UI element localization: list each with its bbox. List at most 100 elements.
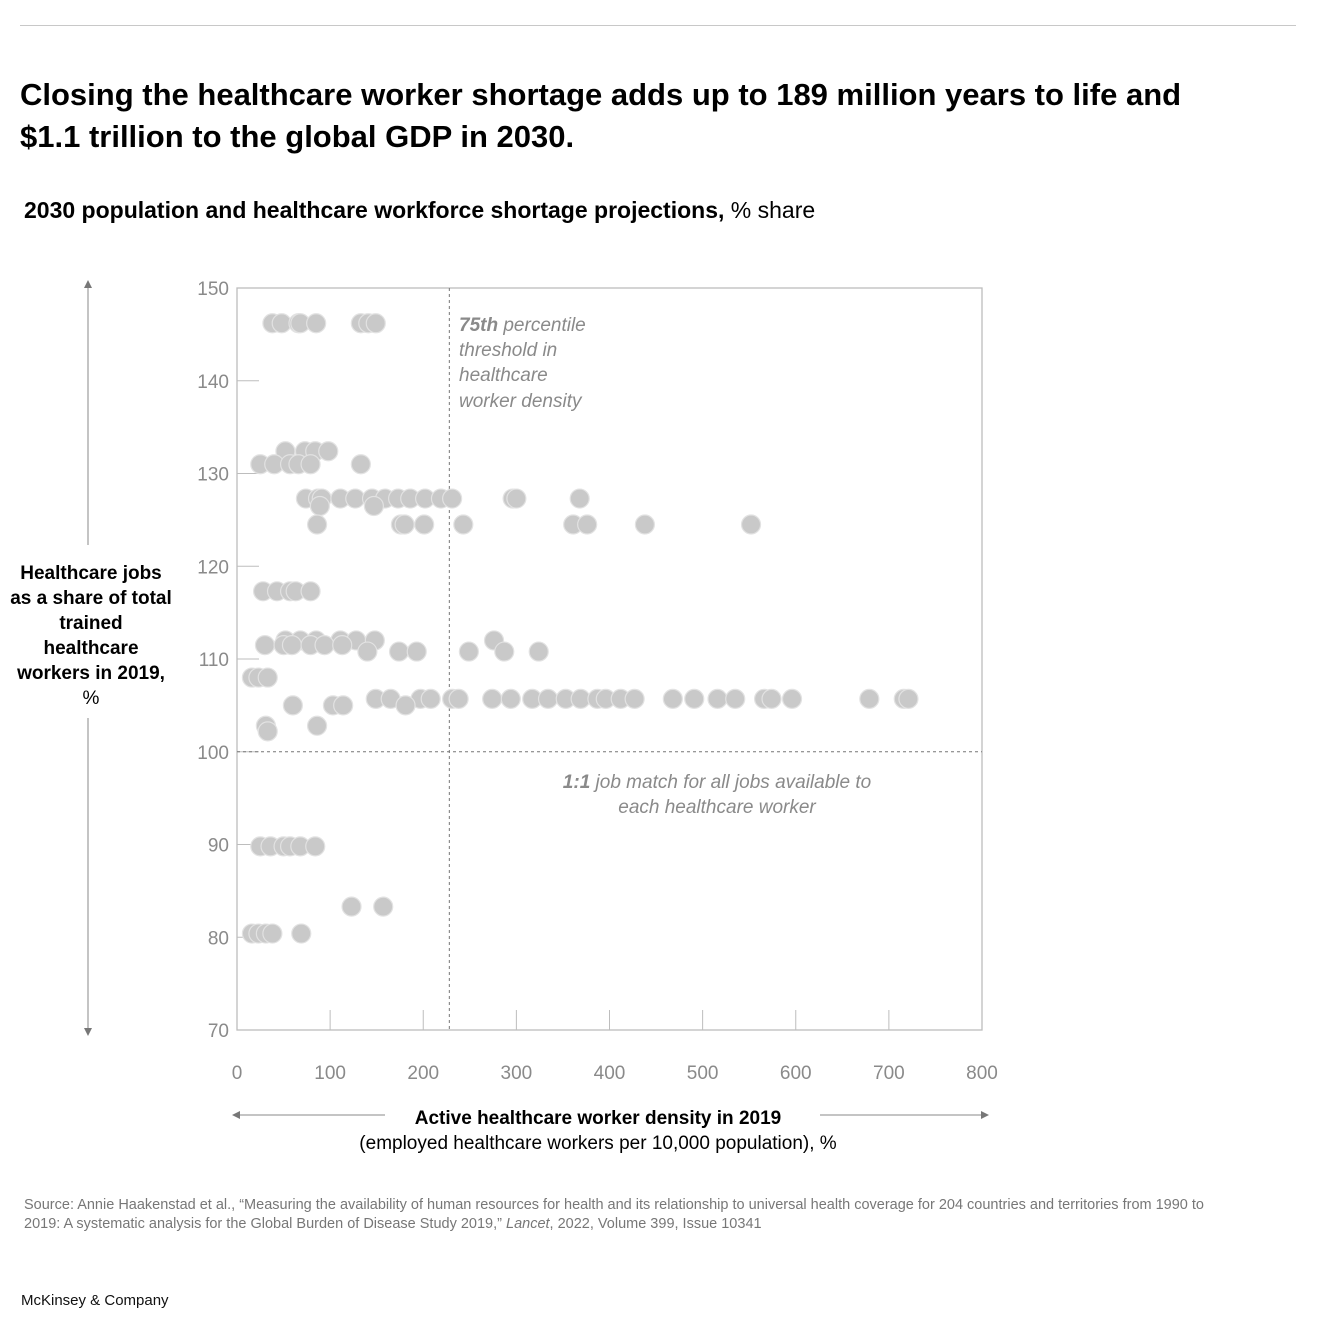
data-point: [420, 688, 441, 709]
data-point: [257, 721, 278, 742]
data-point: [898, 688, 919, 709]
data-point: [365, 313, 386, 334]
data-point: [306, 715, 328, 736]
data-point: [341, 896, 362, 917]
x-axis-label-bold: Active healthcare worker density in 2019: [414, 1108, 782, 1129]
subtitle-bold: 2030 population and healthcare workforce…: [24, 197, 725, 223]
data-point: [482, 688, 503, 709]
x-tick-label: 300: [501, 1063, 533, 1084]
data-point: [306, 313, 327, 334]
data-point: [624, 688, 645, 709]
data-point: [537, 688, 559, 709]
data-point: [570, 688, 591, 709]
y-tick-label: 130: [197, 465, 229, 486]
y-tick-label: 90: [208, 836, 229, 857]
data-point: [634, 514, 655, 535]
percentile-annotation-line3: healthcare: [459, 365, 548, 386]
data-point: [448, 688, 469, 709]
data-point: [662, 688, 683, 709]
top-divider: [20, 25, 1296, 26]
data-point: [506, 488, 527, 509]
brand-logo: McKinsey & Company: [21, 1292, 169, 1309]
data-point: [300, 581, 321, 602]
data-point: [569, 488, 590, 509]
data-point: [350, 454, 371, 475]
plot-frame: [236, 287, 983, 1031]
data-point: [333, 695, 354, 716]
data-point: [306, 514, 328, 535]
data-point: [357, 641, 378, 662]
data-point: [291, 923, 312, 944]
match-annotation-line2: each healthcare worker: [618, 797, 816, 818]
source-journal: Lancet: [506, 1216, 550, 1232]
data-point: [257, 667, 278, 688]
x-tick-label: 500: [687, 1063, 719, 1084]
y-tick-label: 150: [197, 279, 229, 300]
y-axis-label-bold: Healthcare jobs as a share of total trai…: [10, 563, 172, 684]
chart-title: Closing the healthcare worker shortage a…: [20, 77, 1182, 154]
source-note: Source: Annie Haakenstad et al., “Measur…: [24, 1196, 1204, 1234]
data-point: [781, 688, 803, 709]
percentile-text: percentile: [498, 315, 586, 336]
data-point: [281, 634, 303, 656]
data-point: [332, 634, 353, 656]
data-point: [262, 923, 283, 944]
data-point: [761, 688, 782, 709]
data-point: [707, 688, 728, 709]
subtitle-unit: % share: [724, 197, 816, 223]
data-point: [318, 441, 339, 462]
data-point: [394, 514, 415, 535]
match-annotation-line1: 1:1 job match for all jobs available to: [563, 772, 871, 793]
data-point: [725, 688, 746, 709]
source-details: , 2022, Volume 399, Issue 10341: [549, 1216, 762, 1232]
percentile-annotation-line2: threshold in: [459, 340, 557, 361]
data-point: [271, 313, 292, 334]
y-tick-label: 70: [208, 1021, 229, 1042]
x-tick-label: 100: [314, 1063, 346, 1084]
x-axis-label: Active healthcare worker density in 2019…: [300, 1106, 896, 1156]
data-point: [305, 836, 326, 857]
data-point: [388, 641, 410, 662]
data-point: [442, 488, 463, 509]
data-point: [684, 688, 705, 709]
data-point: [414, 514, 435, 535]
y-tick-label: 80: [208, 928, 229, 949]
match-bold: 1:1: [563, 772, 590, 793]
data-point: [309, 495, 330, 517]
data-point: [395, 695, 416, 716]
data-point: [740, 514, 762, 535]
y-tick-label: 140: [197, 372, 229, 393]
data-point: [577, 514, 598, 535]
data-point: [528, 641, 549, 662]
x-tick-label: 600: [780, 1063, 812, 1084]
data-point: [458, 641, 479, 662]
data-point: [282, 695, 303, 716]
chart-subtitle: 2030 population and healthcare workforce…: [24, 197, 815, 224]
data-point: [453, 514, 474, 535]
x-tick-label: 400: [594, 1063, 626, 1084]
data-point: [363, 495, 384, 517]
data-point: [500, 688, 521, 709]
data-point: [345, 488, 366, 509]
x-tick-label: 800: [966, 1063, 998, 1084]
data-point: [254, 634, 276, 656]
data-point: [300, 454, 321, 475]
percentile-annotation-line4: worker density: [459, 391, 583, 412]
data-point: [406, 641, 427, 662]
x-tick-label: 0: [232, 1063, 243, 1084]
y-tick-label: 110: [199, 650, 229, 671]
percentile-bold: 75th: [459, 315, 498, 336]
percentile-annotation-line1: 75th percentile: [459, 315, 586, 336]
y-axis-label-unit: %: [82, 688, 100, 709]
x-axis-label-sub: (employed healthcare workers per 10,000 …: [359, 1133, 837, 1154]
x-tick-label: 700: [873, 1063, 905, 1084]
y-tick-label: 120: [197, 557, 229, 578]
match-text: job match for all jobs available to: [590, 772, 871, 793]
x-tick-label: 200: [407, 1063, 439, 1084]
data-point: [373, 896, 394, 917]
data-point: [859, 688, 880, 709]
y-tick-label: 100: [197, 743, 229, 764]
data-point: [314, 634, 335, 656]
source-text: Source: Annie Haakenstad et al., “Measur…: [24, 1197, 1204, 1232]
